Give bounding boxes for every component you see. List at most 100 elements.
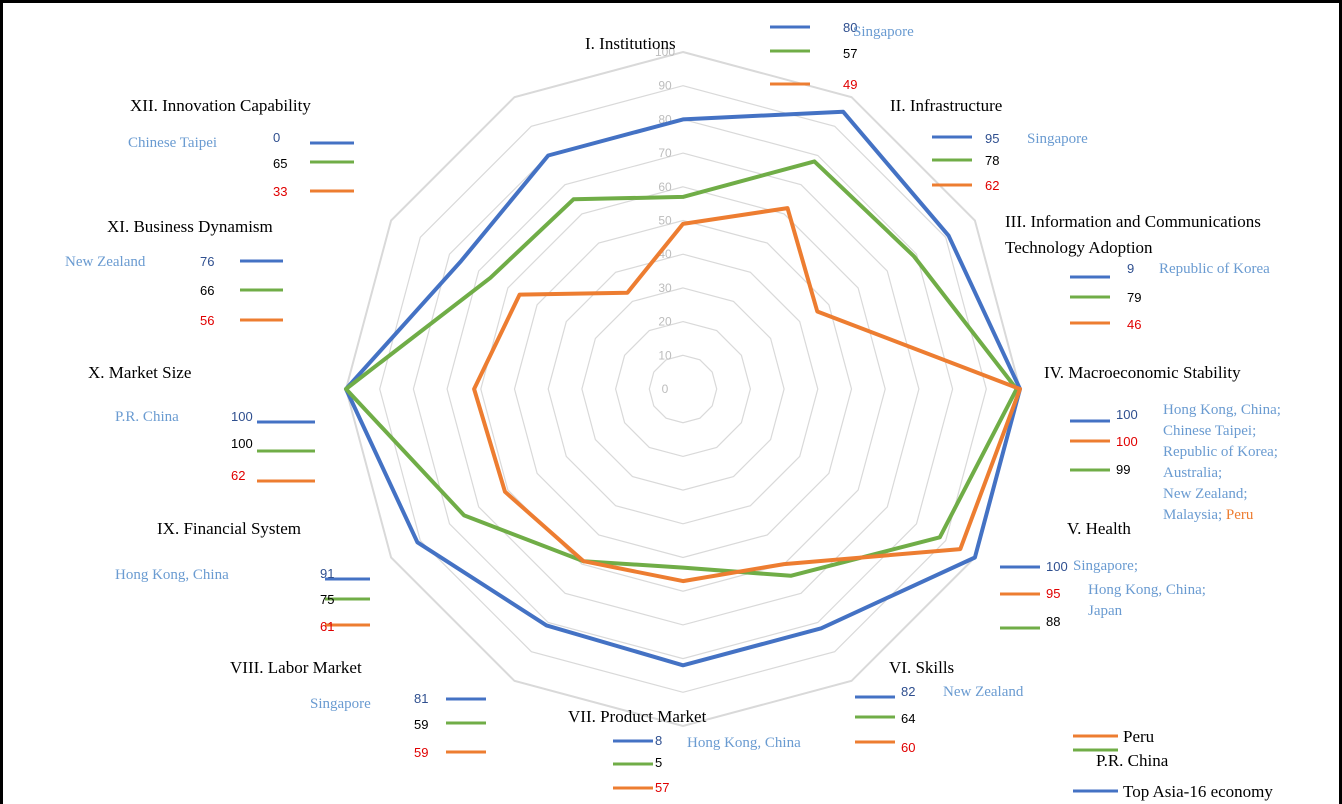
annotation-value: 59 — [414, 745, 428, 760]
annotation-value: 100 — [1046, 559, 1068, 574]
annotation-value: 82 — [901, 684, 915, 699]
annotation-economy: Singapore — [1027, 131, 1088, 147]
annotation-value: 99 — [1116, 462, 1130, 477]
annotation-value: 79 — [1127, 290, 1141, 305]
annotation-value: 46 — [1127, 317, 1141, 332]
annotation-economy: New Zealand — [65, 254, 146, 270]
annotation-economy: New Zealand; — [1163, 486, 1248, 502]
legend-label-top: Top Asia-16 economy — [1123, 782, 1273, 801]
grid-ring — [412, 118, 954, 660]
axis-label-financial: IX. Financial System — [157, 519, 301, 538]
legend-label-china: P.R. China — [1096, 751, 1169, 770]
grid — [344, 50, 1022, 728]
annotation-economy-peru: Peru — [1222, 507, 1254, 523]
annotation-value: 33 — [273, 184, 287, 199]
axis-label-macro: IV. Macroeconomic Stability — [1044, 363, 1241, 382]
annotation-economy: Hong Kong, China; — [1163, 402, 1281, 418]
annotation-value: 81 — [414, 691, 428, 706]
tick-label: 0 — [662, 382, 669, 396]
grid-ring — [480, 186, 886, 592]
axis-label-product-market: VII. Product Market — [568, 707, 707, 726]
annotation-value: 64 — [901, 711, 915, 726]
axis-label-ict: III. Information and Communications Tech… — [1005, 212, 1265, 257]
annotation-value: 100 — [231, 436, 253, 451]
annotation-value: 0 — [273, 130, 280, 145]
tick-label: 10 — [658, 348, 672, 362]
grid-ring — [547, 253, 819, 525]
legend: Peru P.R. China Top Asia-16 economy — [1073, 727, 1273, 801]
annotation-economy: Malaysia; Peru — [1163, 507, 1254, 523]
tick-label: 100 — [655, 45, 675, 59]
tick-label: 90 — [658, 79, 672, 93]
annotation-value: 100 — [1116, 434, 1138, 449]
annotation-value: 5 — [655, 755, 662, 770]
series-line — [344, 109, 1022, 668]
axis-label-market-size: X. Market Size — [88, 363, 191, 382]
annotation-economy: Singapore; — [1073, 558, 1138, 574]
annotation-value: 91 — [320, 566, 334, 581]
tick-label: 50 — [658, 214, 672, 228]
annotation-value: 49 — [843, 77, 857, 92]
axis-label-skills: VI. Skills — [889, 658, 954, 677]
annotation-value: 62 — [231, 468, 245, 483]
series-line — [472, 206, 1022, 584]
grid-ring — [614, 320, 752, 458]
score-annotations: 805749Singapore957862Singapore97946Repub… — [65, 20, 1281, 795]
annotation-economy: Hong Kong, China — [687, 735, 801, 751]
axis-label-infrastructure: II. Infrastructure — [890, 96, 1002, 115]
annotation-value: 8 — [655, 733, 662, 748]
annotation-value: 80 — [843, 20, 857, 35]
axis-label-business: XI. Business Dynamism — [107, 217, 273, 236]
axis-label-innovation: XII. Innovation Capability — [130, 96, 311, 115]
series-line — [344, 159, 1019, 578]
annotation-value: 9 — [1127, 261, 1134, 276]
grid-ring — [581, 287, 785, 491]
annotation-economy: Singapore — [310, 696, 371, 712]
annotation-value: 100 — [231, 409, 253, 424]
annotation-value: 75 — [320, 592, 334, 607]
annotation-economy: Republic of Korea; — [1163, 444, 1278, 460]
annotation-economy: Chinese Taipei; — [1163, 423, 1256, 439]
grid-ring — [513, 219, 853, 559]
annotation-value: 78 — [985, 153, 999, 168]
annotation-value: 65 — [273, 156, 287, 171]
annotation-value: 76 — [200, 254, 214, 269]
tick-label: 60 — [658, 180, 672, 194]
annotation-value: 62 — [985, 178, 999, 193]
annotation-value: 95 — [1046, 586, 1060, 601]
annotation-economy: Japan — [1088, 603, 1123, 619]
annotation-value: 95 — [985, 131, 999, 146]
annotation-value: 57 — [655, 780, 669, 795]
tick-label: 30 — [658, 281, 672, 295]
annotation-value: 59 — [414, 717, 428, 732]
annotation-value: 66 — [200, 283, 214, 298]
annotation-economy: Chinese Taipei — [128, 135, 217, 151]
grid-ring — [648, 354, 718, 424]
annotation-value: 88 — [1046, 614, 1060, 629]
grid-ring — [379, 85, 987, 693]
grid-ring — [344, 50, 1022, 728]
annotation-economy: New Zealand — [943, 684, 1024, 700]
annotation-economy: P.R. China — [115, 409, 179, 425]
legend-label-peru: Peru — [1123, 727, 1155, 746]
tick-label: 20 — [658, 315, 672, 329]
annotation-value: 61 — [320, 619, 334, 634]
axis-label-health: V. Health — [1067, 519, 1131, 538]
annotation-economy: Singapore — [853, 24, 914, 40]
grid-ring — [446, 152, 920, 626]
annotation-value: 56 — [200, 313, 214, 328]
annotation-value: 60 — [901, 740, 915, 755]
annotation-value: 57 — [843, 46, 857, 61]
series-lines — [344, 109, 1022, 668]
tick-label: 70 — [658, 146, 672, 160]
axis-label-labor-market: VIII. Labor Market — [230, 658, 362, 677]
annotation-economy: Hong Kong, China; — [1088, 582, 1206, 598]
annotation-economy: Republic of Korea — [1159, 261, 1270, 277]
axis-label-institutions: I. Institutions — [585, 34, 676, 53]
annotation-value: 100 — [1116, 407, 1138, 422]
annotation-economy: Hong Kong, China — [115, 567, 229, 583]
annotation-economy: Australia; — [1163, 465, 1222, 481]
